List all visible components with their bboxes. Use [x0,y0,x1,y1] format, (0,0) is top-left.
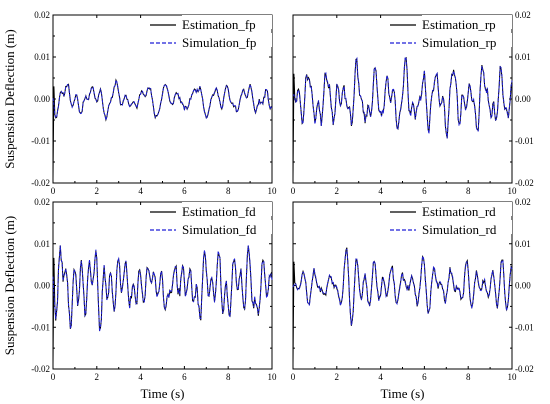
legend-background [422,202,512,216]
x-axis-title: Time (s) [381,386,425,401]
legend-label-Estimation_rp: Estimation_rp [422,17,496,32]
series-line-Simulation_fp [52,78,273,121]
x-tick-label: 4 [378,186,383,196]
x-tick-label: 6 [182,372,187,382]
x-tick-label: 8 [226,186,231,196]
legend-label-Estimation_fp: Estimation_fp [182,17,256,32]
y-axis-title: Suspension Deflection (m) [2,216,17,355]
y-tick-label: -0.02 [31,178,50,188]
legend-background [182,33,272,47]
y-axis-title: Suspension Deflection (m) [2,29,17,168]
x-tick-label: 8 [466,372,471,382]
y-tick-label: -0.02 [515,364,534,374]
x-tick-label: 0 [291,186,296,196]
x-tick-label: 0 [51,372,56,382]
y-tick-label: 0.00 [515,281,531,291]
legend-label-Estimation_fd: Estimation_fd [182,204,256,219]
y-tick-label: 0.00 [34,94,50,104]
x-tick-label: 4 [138,372,143,382]
y-tick-label: -0.01 [31,322,50,332]
series-line-Simulation_fd [52,245,273,332]
legend-label-Simulation_rd: Simulation_rd [422,222,497,237]
legend-background [422,33,512,47]
x-tick-label: 10 [268,372,278,382]
y-tick-label: 0.02 [34,197,50,207]
legend-background [182,220,272,234]
series-line-Simulation_rp [292,56,513,139]
x-tick-label: 2 [95,186,100,196]
legend-background [422,220,512,234]
subplot-fd: 0 2 4 6 8 10 -0.02 -0.01 0.00 0.01 0.02 Suspension … [2,197,277,401]
x-tick-label: 8 [466,186,471,196]
legend-background [182,15,272,29]
y-tick-label: -0.02 [515,178,534,188]
legend-background [182,202,272,216]
y-tick-label: 0.02 [34,10,50,20]
x-axis-title: Time (s) [141,386,185,401]
x-tick-label: 6 [422,372,427,382]
y-tick-label: 0.01 [34,52,50,62]
x-tick-label: 0 [51,186,56,196]
y-tick-label: 0.00 [515,94,531,104]
x-tick-label: 0 [291,372,296,382]
x-tick-label: 10 [268,186,278,196]
subplot-fp: 0 2 4 6 8 10 -0.02 -0.01 0.00 0.01 0.02 Suspension … [2,10,277,196]
legend-label-Simulation_rp: Simulation_rp [422,35,496,50]
x-tick-label: 2 [95,372,100,382]
legend-label-Simulation_fd: Simulation_fd [182,222,257,237]
x-tick-label: 2 [335,372,340,382]
legend-label-Estimation_rd: Estimation_rd [422,204,496,219]
x-tick-label: 10 [508,372,518,382]
y-tick-label: 0.00 [34,281,50,291]
y-tick-label: 0.01 [515,52,531,62]
x-tick-label: 4 [378,372,383,382]
x-tick-label: 10 [508,186,518,196]
legend-background [422,15,512,29]
series-line-Simulation_rd [292,248,513,326]
subplot-rd: 0 2 4 6 8 10-0.02 -0.01 0.00 0.01 0.02 Time (s) Est… [291,197,534,401]
legend-label-Simulation_fp: Simulation_fp [182,35,256,50]
y-tick-label: 0.01 [515,239,531,249]
y-tick-label: -0.02 [31,364,50,374]
x-tick-label: 6 [422,186,427,196]
y-tick-label: 0.01 [34,239,50,249]
y-tick-label: 0.02 [515,197,531,207]
x-tick-label: 6 [182,186,187,196]
x-tick-label: 8 [226,372,231,382]
y-tick-label: -0.01 [515,136,534,146]
y-tick-label: 0.02 [515,10,531,20]
y-tick-label: -0.01 [31,136,50,146]
x-tick-label: 2 [335,186,340,196]
y-tick-label: -0.01 [515,322,534,332]
x-tick-label: 4 [138,186,143,196]
subplot-rp: 0 2 4 6 8 10-0.02 -0.01 0.00 0.01 0.02 Estimation_… [291,10,534,196]
